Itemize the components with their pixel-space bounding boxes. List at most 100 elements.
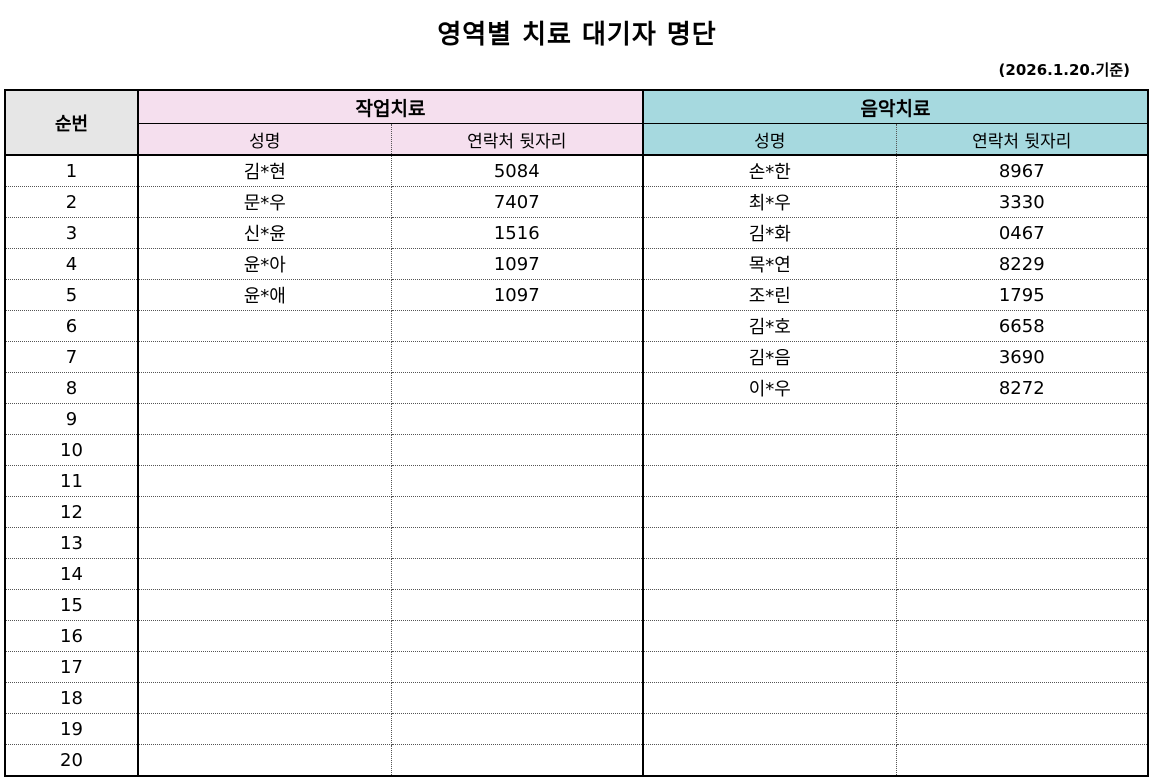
table-row: 5 윤*애 1097 조*린 1795	[5, 279, 1148, 311]
mu-phone-cell: 8967	[896, 155, 1148, 187]
ot-phone-cell	[391, 682, 644, 714]
header-mu-name: 성명	[643, 123, 897, 156]
table-row: 8 이*우 8272	[5, 372, 1148, 404]
row-number: 7	[5, 341, 139, 373]
header-number: 순번	[5, 90, 139, 156]
mu-phone-cell	[896, 527, 1148, 559]
mu-phone-cell	[896, 589, 1148, 621]
ot-phone-cell	[391, 341, 644, 373]
ot-phone-cell: 7407	[391, 186, 644, 218]
row-number: 20	[5, 744, 139, 776]
mu-name-cell	[643, 558, 897, 590]
mu-name-cell: 목*연	[643, 248, 897, 280]
table-row: 16	[5, 620, 1148, 652]
ot-phone-cell	[391, 589, 644, 621]
ot-name-cell	[138, 589, 392, 621]
ot-phone-cell	[391, 744, 644, 776]
ot-name-cell	[138, 403, 392, 435]
table-row: 13	[5, 527, 1148, 559]
mu-phone-cell: 3330	[896, 186, 1148, 218]
mu-name-cell: 조*린	[643, 279, 897, 311]
ot-name-cell: 신*윤	[138, 217, 392, 249]
row-number: 19	[5, 713, 139, 745]
ot-name-cell	[138, 372, 392, 404]
table-row: 9	[5, 403, 1148, 435]
ot-name-cell	[138, 744, 392, 776]
mu-name-cell: 김*화	[643, 217, 897, 249]
ot-phone-cell	[391, 465, 644, 497]
ot-phone-cell	[391, 651, 644, 683]
row-number: 16	[5, 620, 139, 652]
row-number: 14	[5, 558, 139, 590]
mu-phone-cell: 1795	[896, 279, 1148, 311]
mu-phone-cell: 3690	[896, 341, 1148, 373]
page-title: 영역별 치료 대기자 명단	[437, 20, 717, 50]
row-number: 2	[5, 186, 139, 218]
ot-name-cell	[138, 558, 392, 590]
row-number: 6	[5, 310, 139, 342]
ot-phone-cell: 1097	[391, 248, 644, 280]
waitlist-table: 순번 작업치료 음악치료 성명 연락처 뒷자리 성명 연락처 뒷자리 1 김*현 5…	[4, 89, 1149, 777]
ot-name-cell	[138, 496, 392, 528]
ot-name-cell	[138, 341, 392, 373]
row-number: 9	[5, 403, 139, 435]
mu-name-cell	[643, 651, 897, 683]
mu-phone-cell	[896, 558, 1148, 590]
header-ot-phone: 연락처 뒷자리	[391, 123, 644, 156]
ot-phone-cell	[391, 372, 644, 404]
table-row: 10	[5, 434, 1148, 466]
table-row: 7 김*음 3690	[5, 341, 1148, 373]
row-number: 13	[5, 527, 139, 559]
table-row: 12	[5, 496, 1148, 528]
row-number: 17	[5, 651, 139, 683]
ot-phone-cell	[391, 620, 644, 652]
table-row: 19	[5, 713, 1148, 745]
mu-phone-cell	[896, 682, 1148, 714]
ot-name-cell	[138, 527, 392, 559]
date-note: (2026.1.20.기준)	[998, 61, 1130, 79]
table-row: 17	[5, 651, 1148, 683]
mu-name-cell	[643, 744, 897, 776]
ot-phone-cell	[391, 403, 644, 435]
mu-name-cell: 김*호	[643, 310, 897, 342]
mu-phone-cell	[896, 620, 1148, 652]
header-mu-phone: 연락처 뒷자리	[896, 123, 1148, 156]
table-row: 3 신*윤 1516 김*화 0467	[5, 217, 1148, 249]
row-number: 5	[5, 279, 139, 311]
ot-phone-cell	[391, 527, 644, 559]
row-number: 8	[5, 372, 139, 404]
table-row: 11	[5, 465, 1148, 497]
row-number: 18	[5, 682, 139, 714]
mu-name-cell	[643, 465, 897, 497]
row-number: 3	[5, 217, 139, 249]
ot-name-cell	[138, 651, 392, 683]
mu-name-cell	[643, 496, 897, 528]
mu-phone-cell	[896, 745, 1148, 777]
ot-phone-cell	[391, 713, 644, 745]
ot-name-cell: 윤*아	[138, 248, 392, 280]
header-occupational-therapy: 작업치료	[138, 90, 644, 124]
mu-name-cell	[643, 434, 897, 466]
table-row: 15	[5, 589, 1148, 621]
row-number: 12	[5, 496, 139, 528]
mu-phone-cell	[896, 465, 1148, 497]
table-row: 2 문*우 7407 최*우 3330	[5, 186, 1148, 218]
mu-name-cell	[643, 620, 897, 652]
header-music-therapy: 음악치료	[643, 90, 1148, 124]
mu-name-cell	[643, 713, 897, 745]
ot-phone-cell: 1097	[391, 279, 644, 311]
header-ot-name: 성명	[138, 123, 392, 156]
mu-phone-cell	[896, 434, 1148, 466]
row-number: 10	[5, 434, 139, 466]
mu-phone-cell: 8229	[896, 248, 1148, 280]
ot-phone-cell	[391, 558, 644, 590]
mu-name-cell	[643, 403, 897, 435]
mu-name-cell: 김*음	[643, 341, 897, 373]
table-row: 1 김*현 5084 손*한 8967	[5, 155, 1148, 187]
mu-name-cell	[643, 589, 897, 621]
ot-phone-cell	[391, 310, 644, 342]
mu-name-cell: 손*한	[643, 155, 897, 187]
table-row: 20	[5, 744, 1148, 777]
mu-phone-cell	[896, 496, 1148, 528]
ot-phone-cell: 5084	[391, 155, 644, 187]
